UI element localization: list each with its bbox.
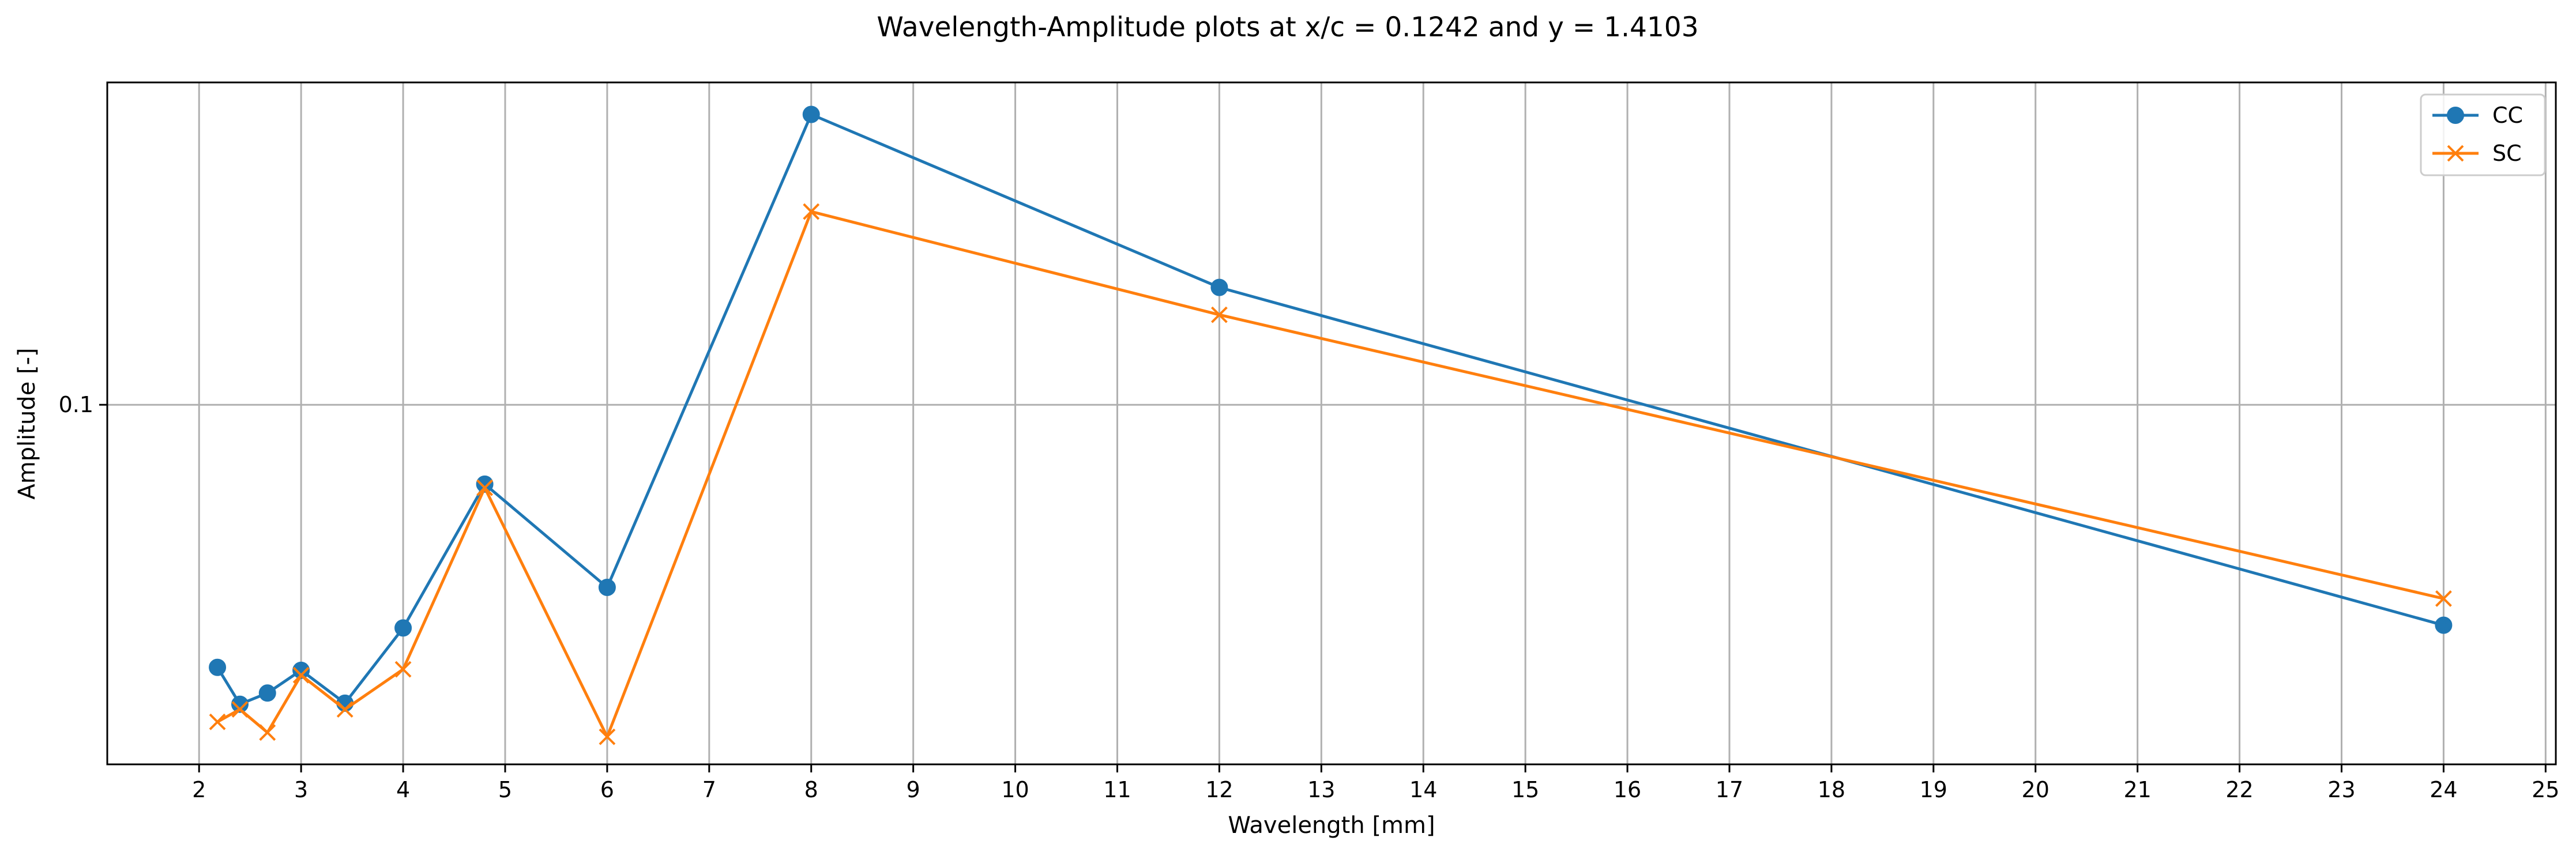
x-tick-label: 19 xyxy=(1920,777,1947,802)
x-tick-label: 10 xyxy=(1001,777,1029,802)
marker-stroke xyxy=(803,203,820,220)
series-cc xyxy=(209,105,2453,713)
x-tick-label: 4 xyxy=(396,777,410,802)
x-tick-label: 6 xyxy=(600,777,614,802)
legend-marker-sc xyxy=(2447,145,2464,162)
x-tick-label: 3 xyxy=(294,777,308,802)
data-point-sc xyxy=(476,479,494,496)
marker-stroke xyxy=(394,661,412,678)
x-tick-label: 17 xyxy=(1716,777,1743,802)
series-layer xyxy=(209,105,2453,745)
series-sc xyxy=(209,203,2452,745)
y-axis-label: Amplitude [-] xyxy=(14,348,40,499)
x-tick-label: 18 xyxy=(1818,777,1845,802)
data-point-cc xyxy=(1210,278,1228,296)
x-tick-label: 9 xyxy=(907,777,920,802)
x-tick-label: 20 xyxy=(2022,777,2049,802)
marker-stroke xyxy=(599,728,616,745)
x-tick-label: 13 xyxy=(1307,777,1335,802)
data-point-sc xyxy=(394,661,412,678)
x-tick-label: 14 xyxy=(1409,777,1437,802)
marker-stroke xyxy=(292,666,310,684)
data-point-cc xyxy=(209,658,227,676)
data-point-cc xyxy=(802,105,820,123)
plot-frame xyxy=(106,81,2557,766)
data-point-sc xyxy=(209,713,226,730)
x-tick-label: 11 xyxy=(1103,777,1131,802)
data-point-sc xyxy=(599,728,616,745)
x-tick-label: 21 xyxy=(2123,777,2151,802)
chart-title: Wavelength-Amplitude plots at x/c = 0.12… xyxy=(877,12,1698,43)
x-tick-label: 25 xyxy=(2532,777,2559,802)
legend-entry-cc: CC xyxy=(2432,103,2523,128)
y-tick-label: 0.1 xyxy=(59,392,93,417)
data-point-cc xyxy=(598,578,616,596)
legend-label-sc: SC xyxy=(2492,141,2522,166)
x-axis-label: Wavelength [mm] xyxy=(1228,812,1435,839)
data-point-cc xyxy=(258,684,276,702)
data-point-cc xyxy=(2435,616,2453,634)
marker-stroke xyxy=(476,479,494,496)
x-tick-label: 16 xyxy=(1614,777,1641,802)
marker-stroke xyxy=(1210,306,1228,323)
data-point-sc xyxy=(1210,306,1228,323)
x-tick-label: 5 xyxy=(498,777,512,802)
legend-entry-sc: SC xyxy=(2432,141,2522,166)
marker-stroke xyxy=(2447,145,2464,162)
x-tick-label: 12 xyxy=(1205,777,1233,802)
data-point-sc xyxy=(803,203,820,220)
grid xyxy=(107,82,2556,764)
data-point-sc xyxy=(336,701,354,718)
marker-stroke xyxy=(259,724,276,741)
x-tick-label: 7 xyxy=(702,777,716,802)
x-tick-label: 24 xyxy=(2430,777,2457,802)
data-point-sc xyxy=(2435,590,2452,607)
data-point-cc xyxy=(476,475,494,493)
data-point-cc xyxy=(394,619,412,637)
ticks: 2 3 4 5 6 7 8 9 10 11 12 13 14 15 16 17 18 19 20 21 22 23 24 25… xyxy=(59,392,2560,802)
marker-stroke xyxy=(231,701,249,718)
legend-label-cc: CC xyxy=(2492,103,2523,128)
marker-stroke xyxy=(2435,590,2452,607)
x-tick-label: 22 xyxy=(2225,777,2253,802)
data-point-sc xyxy=(231,701,249,718)
marker-stroke xyxy=(209,713,226,730)
data-point-cc xyxy=(292,661,310,679)
x-tick-label: 8 xyxy=(804,777,818,802)
data-point-sc xyxy=(259,724,276,741)
x-tick-label: 2 xyxy=(192,777,206,802)
x-tick-label: 23 xyxy=(2327,777,2355,802)
legend: CC SC xyxy=(2420,93,2546,176)
data-point-cc xyxy=(231,695,249,713)
data-point-sc xyxy=(292,666,310,684)
x-tick-label: 15 xyxy=(1511,777,1539,802)
legend-box xyxy=(2420,93,2546,176)
legend-marker-cc xyxy=(2447,107,2464,124)
marker-stroke xyxy=(336,701,354,718)
